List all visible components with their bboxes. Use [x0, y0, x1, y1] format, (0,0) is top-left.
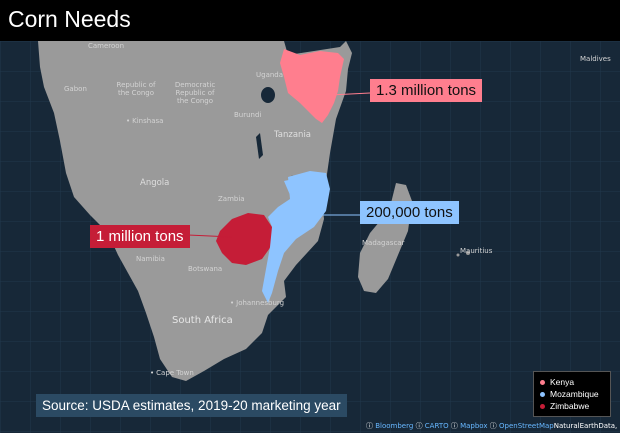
label-tanzania: Tanzania: [274, 130, 312, 140]
africa-landmass: [38, 41, 352, 381]
label-democratic-republic-of-the-congo: Democratic Republic of the Congo: [174, 81, 216, 105]
label-uganda: Uganda: [256, 71, 284, 79]
mozambique-callout: 200,000 tons: [360, 201, 459, 224]
label-republic-of-the-congo: Republic of the Congo: [116, 81, 156, 97]
legend-item-mozambique: Mozambique: [540, 388, 604, 400]
zimbabwe-shape: [216, 213, 272, 265]
kenya-leader-line: [329, 92, 371, 96]
attribution-link-mapbox[interactable]: Mapbox: [460, 422, 488, 430]
label-madagascar: Madagascar: [362, 239, 405, 247]
kenya-callout: 1.3 million tons: [370, 79, 483, 102]
kenya-shape: [280, 49, 344, 123]
mozambique-north-shape: [284, 177, 302, 195]
label-cameroon: Cameroon: [88, 42, 125, 50]
legend-swatch-mozambique: [540, 391, 545, 397]
label-mauritius: Mauritius: [460, 247, 493, 255]
info-icon: ⓘ: [415, 422, 423, 430]
label-zambia: Zambia: [218, 195, 245, 203]
legend-label-kenya: Kenya: [550, 377, 575, 387]
map-svg: [0, 41, 620, 433]
label-kinshasa: Kinshasa: [126, 117, 163, 125]
label-johannesburg: Johannesburg: [230, 299, 284, 307]
zimbabwe-callout: 1 million tons: [90, 225, 190, 248]
legend-label-zimbabwe: Zimbabwe: [550, 401, 590, 411]
info-icon: ⓘ: [366, 422, 373, 430]
label-namibia: Namibia: [136, 255, 165, 263]
reunion-island: [456, 253, 460, 257]
mozambique-shape: [262, 171, 330, 303]
zimbabwe-leader-line: [187, 234, 233, 238]
mauritius-island: [466, 251, 470, 255]
info-icon: ⓘ: [489, 422, 497, 430]
source-note: Source: USDA estimates, 2019-20 marketin…: [36, 394, 347, 417]
legend-swatch-zimbabwe: [540, 403, 545, 409]
legend-label-mozambique: Mozambique: [550, 389, 599, 399]
legend: Kenya Mozambique Zimbabwe: [533, 371, 611, 417]
legend-item-kenya: Kenya: [540, 376, 604, 388]
attribution-link-bloomberg[interactable]: Bloomberg: [375, 422, 414, 430]
page-title: Corn Needs: [8, 6, 131, 32]
attribution-naturalearthdata[interactable]: NaturalEarthData,: [553, 422, 618, 430]
label-angola: Angola: [140, 178, 170, 188]
label-gabon: Gabon: [64, 85, 87, 93]
lake-victoria: [261, 87, 275, 103]
map-area[interactable]: Cameroon Gabon Republic of the Congo Dem…: [0, 41, 620, 433]
label-burundi: Burundi: [234, 111, 262, 119]
label-cape-town: Cape Town: [150, 369, 194, 377]
attribution-link-carto[interactable]: CARTO: [424, 422, 449, 430]
legend-item-zimbabwe: Zimbabwe: [540, 400, 604, 412]
label-botswana: Botswana: [188, 265, 223, 273]
legend-swatch-kenya: [540, 379, 545, 385]
label-maldives: Maldives: [580, 55, 611, 63]
label-south-africa: South Africa: [172, 315, 233, 326]
info-icon: ⓘ: [450, 422, 458, 430]
lake-tanganyika: [256, 133, 263, 159]
title-bar: Corn Needs: [0, 0, 620, 41]
map-attribution: ⓘ Bloomberg ⓘ CARTO ⓘ Mapbox ⓘ OpenStree…: [366, 421, 617, 431]
attribution-link-openstreetmap[interactable]: OpenStreetMap: [499, 422, 554, 430]
